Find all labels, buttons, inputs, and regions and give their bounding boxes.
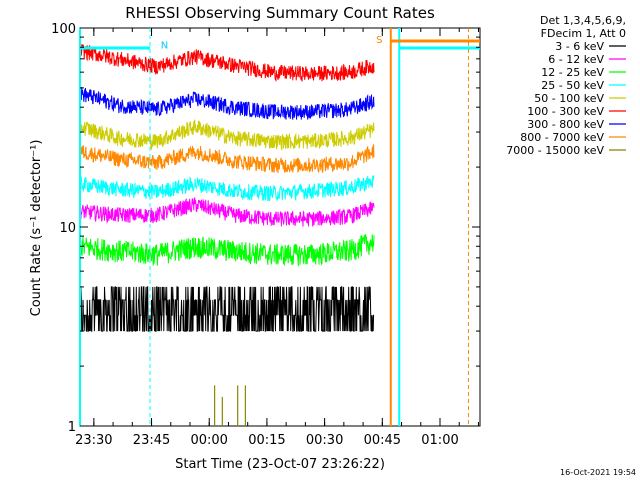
- series-line-3-6kev: [79, 286, 375, 332]
- y-tick-label: 1: [68, 420, 76, 435]
- x-tick-label: 01:00: [421, 433, 458, 448]
- legend-label: 50 - 100 keV: [534, 92, 604, 105]
- legend-header-line-1: Det 1,3,4,5,6,9,: [540, 14, 626, 27]
- series-line-12-25kev: [79, 234, 375, 267]
- timestamp: 16-Oct-2021 19:54: [560, 468, 636, 477]
- legend-label: 12 - 25 keV: [541, 66, 604, 79]
- series-line-800-7000kev: [79, 143, 375, 174]
- x-tick-label: 00:30: [306, 433, 343, 448]
- x-tick-label: 00:15: [248, 433, 285, 448]
- legend-label: 3 - 6 keV: [555, 40, 604, 53]
- legend-label: 25 - 50 keV: [541, 79, 604, 92]
- x-tick-label: 23:45: [133, 433, 170, 448]
- series-line-50-100kev: [79, 118, 375, 151]
- legend-label: 100 - 300 keV: [527, 105, 604, 118]
- x-axis-label: Start Time (23-Oct-07 23:26:22): [175, 457, 385, 472]
- series-line-6-12kev: [79, 197, 375, 227]
- y-tick-label: 100: [51, 22, 76, 37]
- x-tick-label: 00:45: [364, 433, 401, 448]
- annotation-n: N: [161, 40, 168, 51]
- legend-label: 300 - 800 keV: [527, 118, 604, 131]
- legend-label: 800 - 7000 keV: [520, 131, 604, 144]
- series-line-25-50kev: [79, 175, 375, 202]
- x-tick-label: 00:00: [190, 433, 227, 448]
- legend-header-line-2: FDecim 1, Att 0: [541, 27, 626, 40]
- plot-frame: [79, 27, 481, 427]
- x-axis: 23:30 23:45 00:00 00:15 00:30 00:45 01:00: [75, 28, 479, 448]
- series-line-300-800kev: [79, 86, 375, 120]
- series-layer: [79, 43, 375, 426]
- chart-title: RHESSI Observing Summary Count Rates: [125, 4, 435, 22]
- y-axis-label: Count Rate (s⁻¹ detector⁻¹): [29, 140, 44, 317]
- y-tick-label: 10: [59, 221, 76, 236]
- legend-label: 6 - 12 keV: [548, 53, 604, 66]
- y-axis: 1 10 100: [51, 22, 480, 435]
- annotation-s: S: [376, 35, 382, 46]
- legend: Det 1,3,4,5,6,9, FDecim 1, Att 0 3 - 6 k…: [506, 14, 626, 157]
- x-tick-label: 23:30: [75, 433, 112, 448]
- series-line-100-300kev: [79, 43, 375, 82]
- legend-label: 7000 - 15000 keV: [506, 144, 604, 157]
